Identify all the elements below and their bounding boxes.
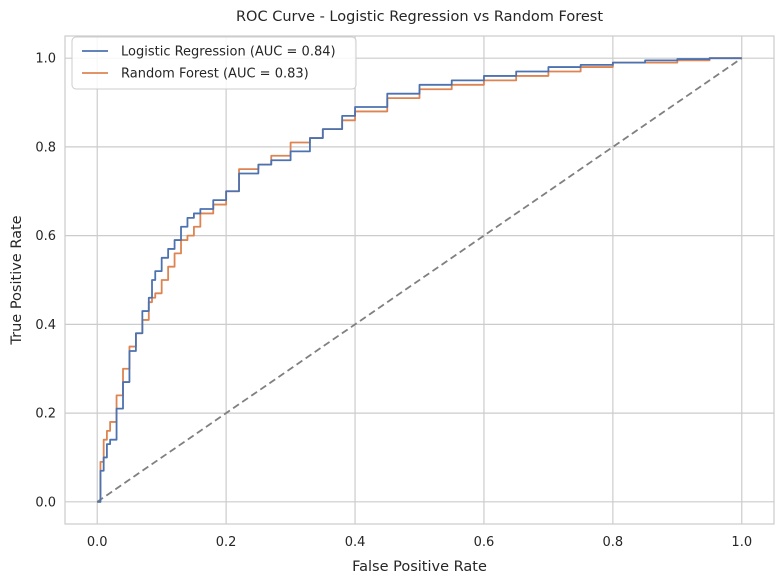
legend-label-logistic-regression: Logistic Regression (AUC = 0.84) — [121, 45, 336, 60]
tick-labels: 0.0 0.2 0.4 0.6 0.8 1.0 0.0 0.2 0.4 0.6 0.8 1.0 — [35, 52, 752, 550]
legend-label-random-forest: Random Forest (AUC = 0.83) — [121, 67, 309, 82]
y-tick-label: 0.0 — [35, 495, 56, 510]
x-tick-label: 0.4 — [345, 535, 366, 550]
plot-lines — [96, 57, 743, 503]
axes-frame — [64, 35, 775, 525]
chart-title: ROC Curve - Logistic Regression vs Rando… — [236, 9, 603, 25]
legend: Logistic Regression (AUC = 0.84) Random … — [71, 36, 357, 90]
y-tick-label: 0.2 — [35, 407, 56, 422]
y-tick-label: 0.8 — [35, 140, 56, 155]
y-tick-label: 1.0 — [35, 52, 56, 67]
x-tick-label: 0.6 — [474, 535, 495, 550]
x-tick-label: 1.0 — [731, 535, 752, 550]
series-line-logistic-regression — [97, 57, 742, 503]
x-tick-label: 0.8 — [603, 535, 624, 550]
series-line-chance-diagonal — [96, 57, 743, 503]
y-axis-label: True Positive Rate — [9, 215, 25, 345]
legend-box — [71, 36, 357, 90]
y-tick-label: 0.6 — [35, 229, 56, 244]
x-tick-label: 0.2 — [216, 535, 237, 550]
x-tick-label: 0.0 — [87, 535, 108, 550]
x-axis-label: False Positive Rate — [352, 559, 487, 575]
y-tick-label: 0.4 — [35, 318, 56, 333]
